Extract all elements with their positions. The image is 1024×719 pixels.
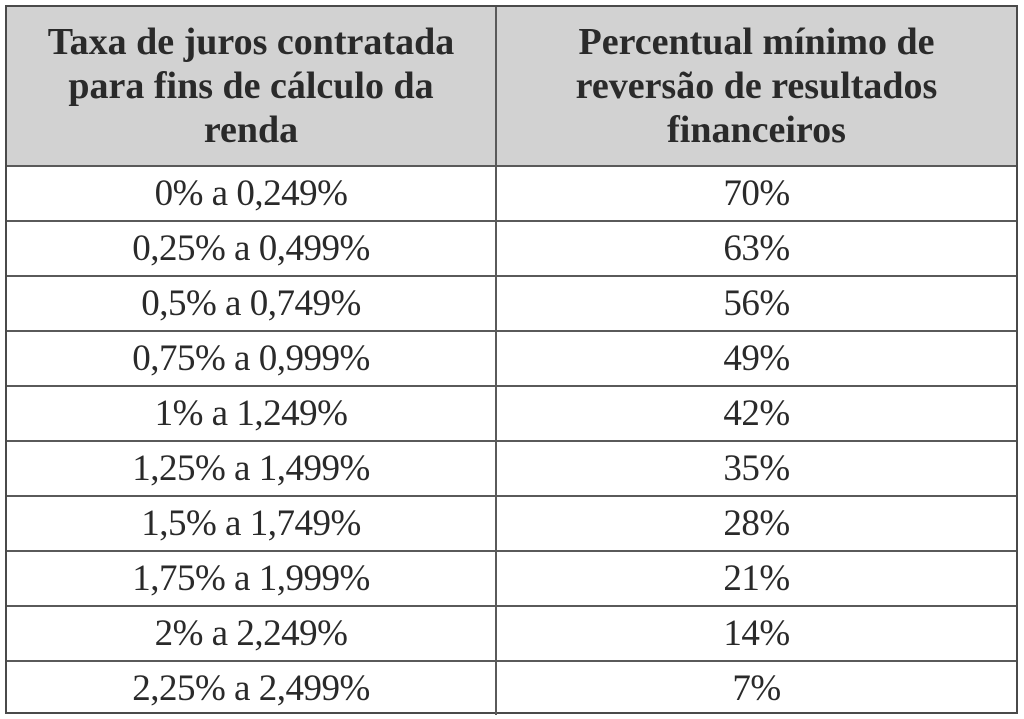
interest-rate-range-cell: 0% a 0,249% — [7, 165, 497, 222]
interest-rate-range-cell: 0,5% a 0,749% — [7, 275, 497, 332]
reversion-percentage-cell: 35% — [495, 440, 1016, 497]
interest-rate-range-cell: 1,75% a 1,999% — [7, 550, 497, 607]
reversion-percentage-cell: 21% — [495, 550, 1016, 607]
reversion-percentage-cell: 70% — [495, 165, 1016, 222]
reversion-percentage-cell: 42% — [495, 385, 1016, 442]
rates-table-frame: Taxa de juros contratada para fins de cá… — [5, 5, 1018, 715]
table-row: 2,25% a 2,499% 7% — [7, 660, 1016, 715]
table-row: 0,75% a 0,999% 49% — [7, 330, 1016, 387]
table-row: 0% a 0,249% 70% — [7, 165, 1016, 222]
interest-rate-range-cell: 2,25% a 2,499% — [7, 660, 497, 715]
table-row: 0,5% a 0,749% 56% — [7, 275, 1016, 332]
interest-rate-range-cell: 1% a 1,249% — [7, 385, 497, 442]
table-row: 2% a 2,249% 14% — [7, 605, 1016, 662]
table-row: 1,25% a 1,499% 35% — [7, 440, 1016, 497]
reversion-percentage-cell: 49% — [495, 330, 1016, 387]
reversion-percentage-cell: 7% — [495, 660, 1016, 715]
interest-rate-range-cell: 2% a 2,249% — [7, 605, 497, 662]
interest-rate-range-cell: 1,25% a 1,499% — [7, 440, 497, 497]
interest-rate-range-cell: 0,25% a 0,499% — [7, 220, 497, 277]
column-header-interest-rate: Taxa de juros contratada para fins de cá… — [7, 7, 497, 167]
reversion-percentage-cell: 63% — [495, 220, 1016, 277]
interest-rate-range-cell: 0,75% a 0,999% — [7, 330, 497, 387]
reversion-percentage-cell: 56% — [495, 275, 1016, 332]
table-row: 1% a 1,249% 42% — [7, 385, 1016, 442]
table-row: 1,5% a 1,749% 28% — [7, 495, 1016, 552]
interest-reversion-table: Taxa de juros contratada para fins de cá… — [7, 7, 1016, 715]
reversion-percentage-cell: 28% — [495, 495, 1016, 552]
reversion-percentage-cell: 14% — [495, 605, 1016, 662]
table-header-row: Taxa de juros contratada para fins de cá… — [7, 7, 1016, 167]
table-row: 0,25% a 0,499% 63% — [7, 220, 1016, 277]
interest-rate-range-cell: 1,5% a 1,749% — [7, 495, 497, 552]
column-header-reversion-percentage: Percentual mínimo de reversão de resulta… — [495, 7, 1016, 167]
table-row: 1,75% a 1,999% 21% — [7, 550, 1016, 607]
